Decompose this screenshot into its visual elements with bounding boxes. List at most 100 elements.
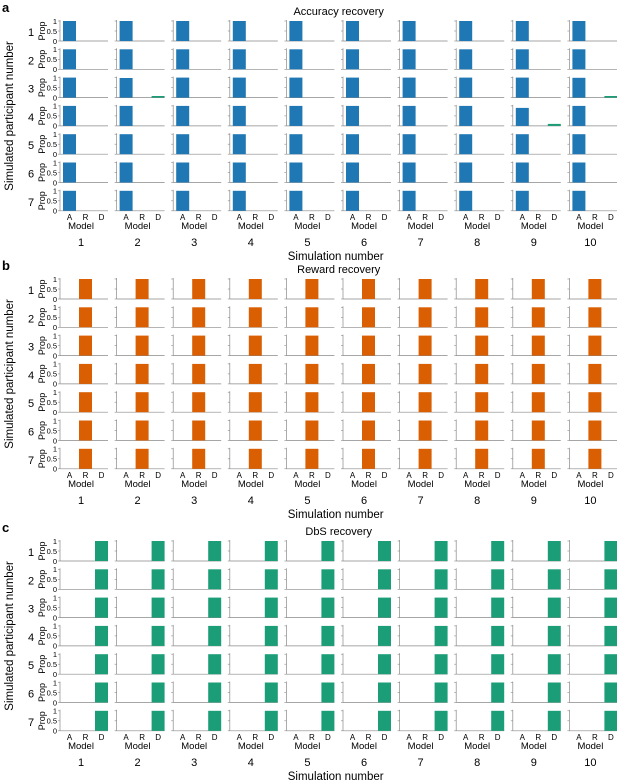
- outer-x-label: Simulation number: [288, 509, 384, 521]
- row-label: 2: [28, 55, 34, 67]
- x-tick-label: A: [293, 213, 299, 222]
- bar-D: [604, 654, 617, 675]
- bar-D: [547, 710, 561, 731]
- bar-A: [232, 105, 246, 126]
- bar-R: [362, 392, 375, 413]
- prop-label: Prop: [37, 655, 47, 674]
- bar-D: [547, 541, 561, 561]
- x-tick-label: A: [293, 733, 299, 742]
- x-tick-label: A: [576, 213, 582, 222]
- bar-R: [418, 448, 432, 469]
- subplot-r2-c8: [454, 306, 505, 328]
- y-tick-label: 0: [53, 698, 57, 707]
- subplot-r3-c3: [171, 76, 222, 98]
- x-tick-label: D: [438, 471, 444, 480]
- model-label: Model: [181, 221, 207, 232]
- subplot-r7-c8: [454, 709, 505, 732]
- subplot-r3-c6: [341, 596, 391, 618]
- panel-title: Reward recovery: [297, 264, 381, 276]
- bar-R: [305, 279, 319, 299]
- x-tick-label: D: [99, 213, 105, 222]
- subplot-r5-c9: [510, 133, 561, 155]
- y-tick-label: 0: [53, 642, 57, 651]
- subplot-r7-c9: [510, 447, 561, 470]
- subplot-r6-c6: [341, 681, 391, 703]
- subplot-r1-c7: [397, 278, 448, 300]
- bar-D: [378, 569, 391, 590]
- x-tick-label: A: [520, 733, 526, 742]
- x-tick-label: R: [309, 213, 315, 222]
- bar-A: [289, 49, 303, 70]
- x-tick-label: D: [551, 733, 557, 742]
- bar-R: [531, 363, 545, 384]
- subplot-r5-c7: [397, 653, 448, 675]
- x-tick-label: A: [406, 471, 412, 480]
- column-label: 6: [361, 237, 367, 249]
- bar-A: [572, 77, 586, 98]
- row-label: 6: [28, 427, 34, 439]
- bar-R: [418, 420, 432, 441]
- bar-D: [95, 569, 108, 590]
- x-tick-label: A: [123, 733, 129, 742]
- subplot-r3-c10: [567, 596, 617, 618]
- subplot-r3-c7: [397, 596, 448, 618]
- x-tick-label: R: [309, 471, 315, 480]
- bar-D: [434, 541, 448, 561]
- bar-A: [119, 134, 133, 155]
- bar-A: [119, 49, 133, 70]
- subplot-r2-c4: [227, 568, 278, 590]
- column-label: 4: [248, 757, 254, 769]
- bar-D: [434, 710, 448, 731]
- x-tick-label: A: [237, 733, 243, 742]
- x-tick-label: A: [180, 733, 186, 742]
- subplot-r2-c4: [227, 48, 278, 70]
- row-label: 1: [28, 547, 34, 559]
- y-tick-label: 0: [53, 37, 57, 46]
- bar-R: [588, 363, 602, 384]
- column-label: 6: [361, 495, 367, 507]
- column-label: 3: [191, 757, 197, 769]
- bar-A: [289, 21, 303, 41]
- subplot-r5-c6: [341, 653, 391, 675]
- x-tick-label: R: [422, 471, 428, 480]
- bar-R: [305, 307, 319, 328]
- column-label: 9: [531, 757, 537, 769]
- row-label: 4: [28, 112, 34, 124]
- subplot-r1-c5: [284, 20, 335, 42]
- subplot-r1-c4: [227, 278, 278, 300]
- column-label: 9: [531, 237, 537, 249]
- subplot-r5-c3: [171, 653, 222, 675]
- subplot-r3-c6: [341, 76, 391, 98]
- y-tick-label: 0: [53, 408, 57, 417]
- subplot-r1-c3: [171, 540, 222, 562]
- y-tick-label: 0: [53, 65, 57, 74]
- prop-label: Prop: [37, 570, 47, 589]
- bar-A: [515, 190, 529, 211]
- subplot-r7-c7: [397, 189, 448, 212]
- bar-A: [572, 49, 586, 70]
- model-label: Model: [125, 479, 151, 490]
- subplot-r7-c4: [227, 447, 278, 470]
- subplot-r1-c8: [454, 278, 505, 300]
- subplot-r2-c2: [114, 48, 165, 70]
- bar-A: [289, 162, 303, 183]
- x-tick-label: A: [123, 471, 129, 480]
- bar-R: [475, 307, 489, 328]
- y-tick-label: 0.5: [47, 168, 57, 177]
- bar-D: [547, 123, 561, 126]
- x-tick-label: R: [252, 213, 258, 222]
- bar-R: [192, 448, 206, 469]
- bar-R: [79, 363, 92, 384]
- row-label: 1: [28, 285, 34, 297]
- subplot-r1-c4: [227, 20, 278, 42]
- subplot-r2-c9: [510, 48, 561, 70]
- subplot-r4-c1: [58, 624, 108, 647]
- subplot-r4-c3: [171, 362, 222, 385]
- bar-A: [289, 190, 303, 211]
- bar-A: [402, 49, 416, 70]
- bar-R: [192, 392, 206, 413]
- column-label: 1: [78, 237, 84, 249]
- subplot-r6-c9: [510, 681, 561, 703]
- subplot-r1-c3: [171, 278, 222, 300]
- prop-label: Prop: [37, 21, 47, 40]
